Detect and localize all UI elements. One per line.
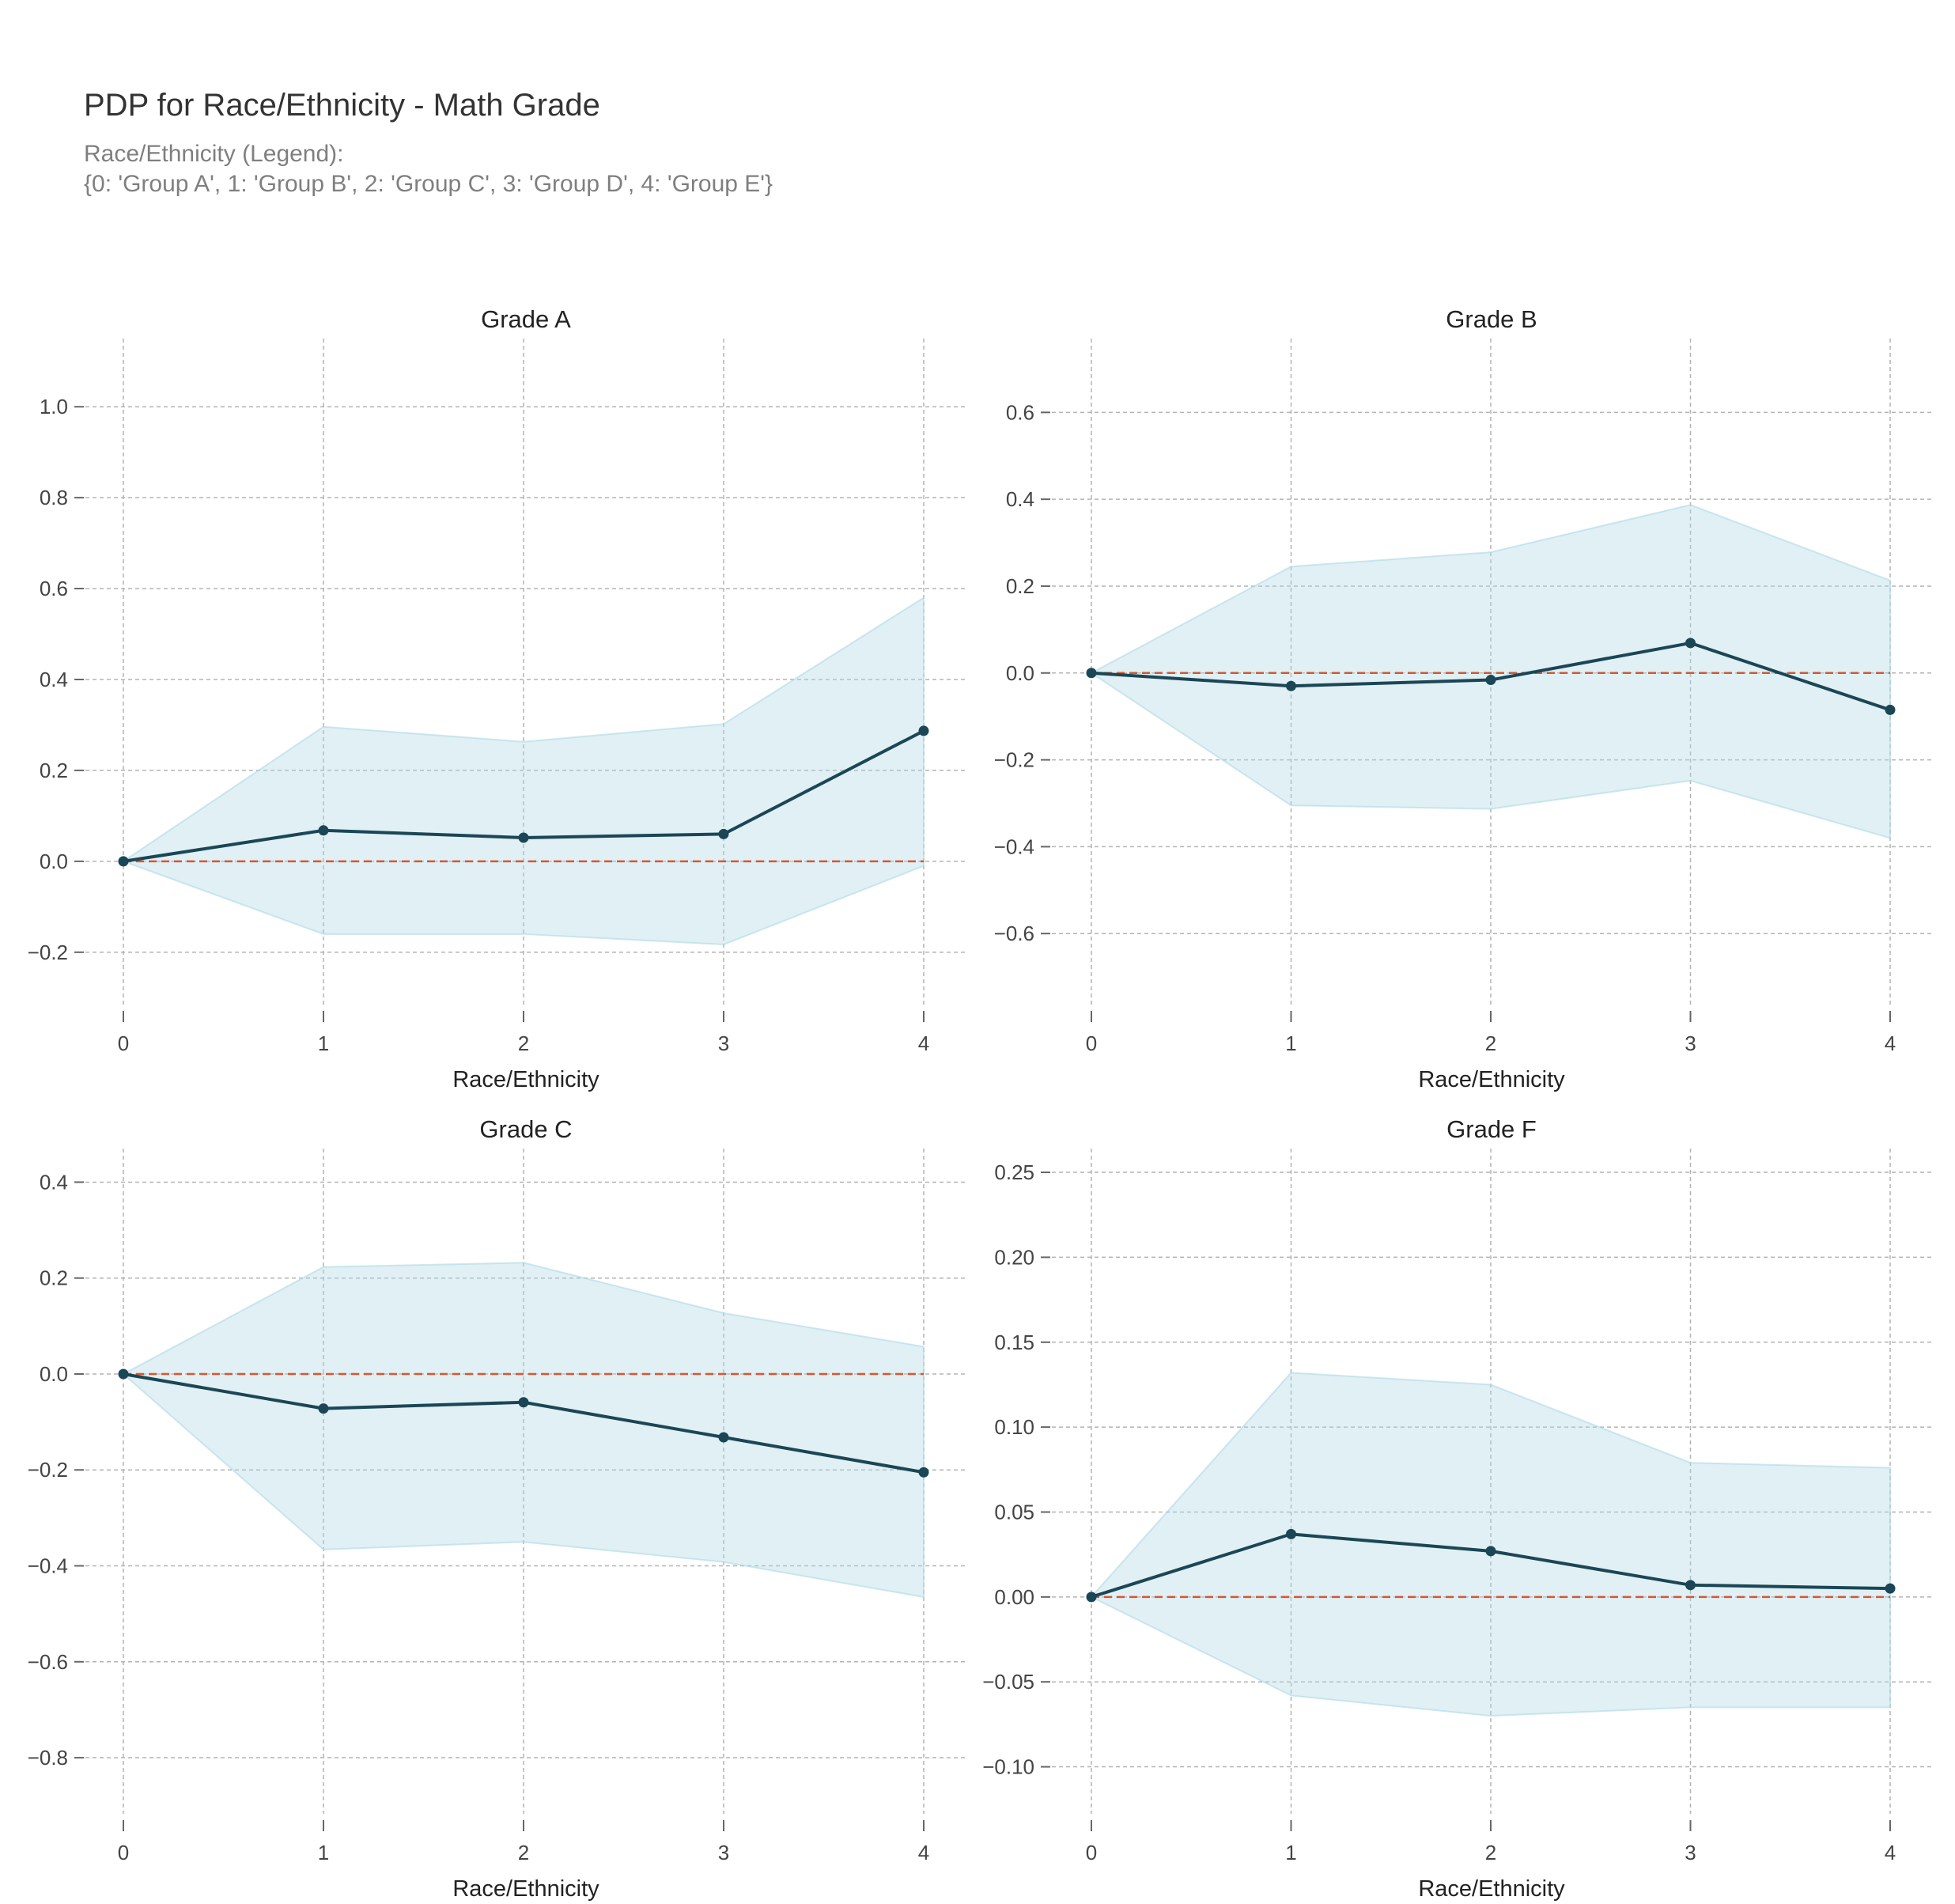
pdp-point: [1685, 1580, 1696, 1591]
pdp-point: [1286, 680, 1296, 691]
y-tick-label: −0.6: [28, 1650, 68, 1674]
x-tick-label: 2: [1485, 1841, 1496, 1864]
pdp-point: [918, 1467, 929, 1478]
pdp-point: [518, 1397, 529, 1408]
pdp-point: [1086, 668, 1097, 679]
y-tick-label: −0.2: [28, 1458, 68, 1482]
pdp-point: [718, 828, 729, 839]
y-tick-label: 0.0: [40, 1362, 68, 1386]
panel-title: Grade A: [481, 305, 571, 333]
x-tick-label: 4: [918, 1841, 929, 1864]
panel-title: Grade F: [1446, 1115, 1537, 1143]
x-tick-label: 3: [1685, 1841, 1696, 1864]
y-tick-label: −0.8: [28, 1746, 68, 1770]
x-tick-label: 1: [1285, 1841, 1296, 1864]
confidence-band: [1090, 504, 1891, 839]
pdp-point: [1086, 1592, 1097, 1603]
subtitle-line-1: Race/Ethnicity (Legend):: [84, 141, 344, 167]
x-tick-label: 1: [318, 1031, 329, 1055]
panel-title: Grade B: [1446, 305, 1537, 333]
subtitle-line-2: {0: 'Group A', 1: 'Group B', 2: 'Group C…: [84, 171, 773, 197]
y-tick-label: 0.2: [40, 759, 68, 782]
y-tick-label: 0.10: [994, 1415, 1034, 1439]
figure-header: PDP for Race/Ethnicity - Math Grade Race…: [84, 85, 773, 199]
y-tick-label: −0.10: [982, 1755, 1034, 1779]
x-tick-label: 2: [1485, 1031, 1496, 1055]
y-tick-label: −0.2: [28, 941, 68, 964]
x-tick-label: 4: [1885, 1031, 1896, 1055]
x-tick-label: 2: [518, 1031, 529, 1055]
x-tick-label: 3: [1685, 1031, 1696, 1055]
x-axis-label: Race/Ethnicity: [1418, 1876, 1565, 1902]
y-tick-label: 1.0: [40, 395, 68, 418]
y-tick-label: 0.6: [1006, 400, 1034, 424]
y-tick-label: −0.2: [994, 748, 1034, 772]
y-tick-label: 0.8: [40, 486, 68, 509]
x-tick-label: 3: [718, 1841, 729, 1864]
y-tick-label: 0.20: [994, 1245, 1034, 1269]
x-tick-label: 3: [718, 1031, 729, 1055]
pdp-point: [518, 832, 529, 843]
x-tick-label: 4: [918, 1031, 929, 1055]
pdp-point: [318, 825, 329, 836]
figure-title: PDP for Race/Ethnicity - Math Grade: [84, 88, 600, 123]
figure-subtitle: Race/Ethnicity (Legend): {0: 'Group A', …: [84, 139, 773, 199]
y-tick-label: −0.05: [982, 1670, 1034, 1694]
panel-title: Grade C: [479, 1115, 572, 1143]
y-tick-label: 0.05: [994, 1500, 1034, 1524]
pdp-point: [1485, 675, 1496, 686]
y-tick-label: 0.2: [1006, 574, 1034, 598]
x-tick-label: 0: [1086, 1031, 1097, 1055]
x-tick-label: 0: [1086, 1841, 1097, 1864]
y-tick-label: −0.4: [28, 1554, 68, 1578]
confidence-band: [121, 596, 925, 946]
panel-grade-a: 0 1 2 3 4 −0.2 0.0 0.2 0.4 0.6 0.8 1.0 Grade A Race/E…: [28, 305, 966, 1092]
pdp-point: [1885, 1583, 1896, 1594]
confidence-band: [1090, 1372, 1891, 1717]
pdp-point: [718, 1432, 729, 1443]
confidence-band: [122, 1262, 925, 1599]
x-axis-label: Race/Ethnicity: [452, 1067, 599, 1092]
y-tick-label: 0.15: [994, 1331, 1034, 1354]
x-tick-label: 4: [1885, 1841, 1896, 1864]
y-tick-label: 0.4: [40, 1170, 68, 1194]
pdp-point: [318, 1403, 329, 1414]
panel-grade-f: 0 1 2 3 4 −0.10 −0.05 0.00 0.05 0.10 0.15 0.20 0.25 G…: [982, 1115, 1931, 1902]
y-tick-label: 0.00: [994, 1585, 1034, 1609]
pdp-point: [118, 1368, 129, 1380]
x-tick-label: 0: [118, 1841, 129, 1864]
y-tick-label: 0.0: [1006, 661, 1034, 685]
x-tick-label: 1: [318, 1841, 329, 1864]
pdp-point: [118, 856, 129, 867]
x-axis-label: Race/Ethnicity: [1418, 1067, 1565, 1092]
y-tick-label: 0.0: [40, 850, 68, 873]
pdp-point: [1885, 704, 1896, 715]
x-axis-label: Race/Ethnicity: [452, 1876, 599, 1902]
y-tick-label: 0.6: [40, 577, 68, 600]
y-tick-label: 0.4: [1006, 487, 1034, 511]
pdp-point: [1485, 1546, 1496, 1557]
panel-grade-b: 0 1 2 3 4 −0.6 −0.4 −0.2 0.0 0.2 0.4 0.6 Grade B Race…: [994, 305, 1931, 1092]
pdp-point: [1286, 1528, 1296, 1539]
pdp-point: [918, 725, 929, 736]
pdp-point: [1685, 638, 1696, 649]
panel-grade-c: 0 1 2 3 4 −0.8 −0.6 −0.4 −0.2 0.0 0.2 0.4 Grade C Rac…: [28, 1115, 966, 1902]
y-tick-label: 0.4: [40, 668, 68, 691]
y-tick-label: 0.25: [994, 1160, 1034, 1184]
x-tick-label: 1: [1285, 1031, 1296, 1055]
y-tick-label: 0.2: [40, 1266, 68, 1290]
x-tick-label: 2: [518, 1841, 529, 1864]
y-tick-label: −0.4: [994, 835, 1034, 858]
y-tick-label: −0.6: [994, 922, 1034, 945]
x-tick-label: 0: [118, 1031, 129, 1055]
